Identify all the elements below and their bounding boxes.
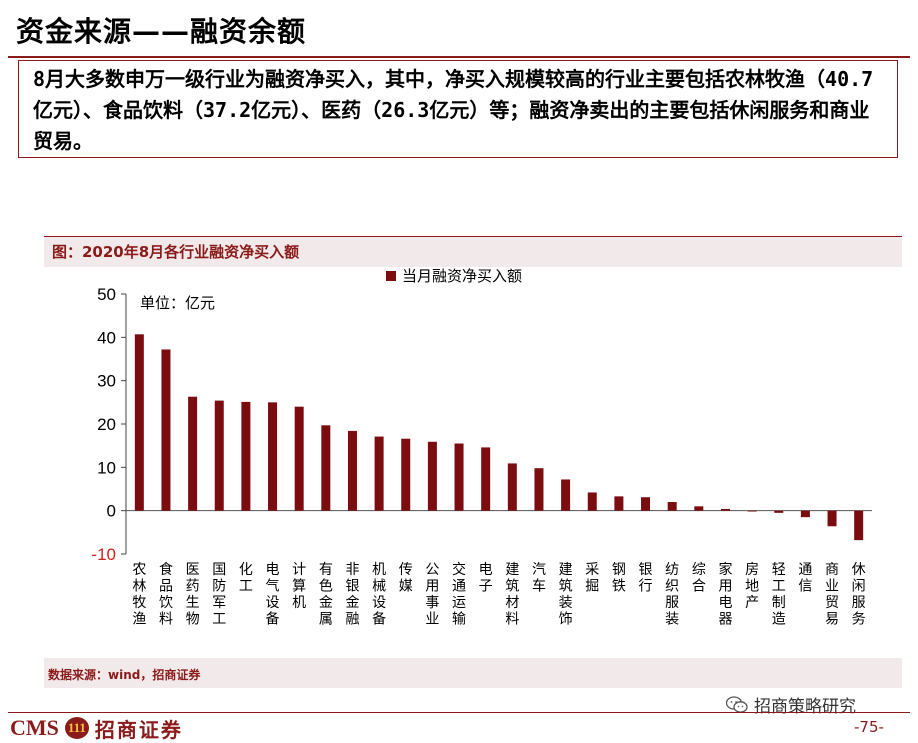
y-tick-label: -10 — [91, 545, 116, 564]
x-tick-label: 机械设备 — [372, 562, 386, 628]
x-tick-label: 非银金融 — [345, 562, 359, 628]
footer-divider — [8, 712, 910, 713]
chart-header: 图：2020年8月各行业融资净买入额 — [44, 236, 902, 267]
bar-国防军工 — [214, 400, 224, 511]
bar-交通运输 — [454, 443, 464, 511]
wechat-icon — [726, 695, 748, 713]
bar-通信 — [800, 510, 810, 518]
bar-房地产 — [747, 510, 757, 512]
bar-电子 — [481, 447, 491, 511]
bar-chart: 50 40 30 20 10 0 -10 单位：亿元 当月融资净买入额农林牧渔食品饮料医药生物国… — [91, 267, 872, 628]
data-source: 数据来源：wind，招商证券 — [48, 668, 201, 682]
y-tick-label: 20 — [97, 415, 116, 434]
logo-cms-text: CMS — [10, 715, 59, 740]
x-tick-label: 医药生物 — [186, 562, 200, 628]
x-tick-label: 公用事业 — [425, 562, 439, 628]
page-number: -75- — [854, 718, 884, 736]
x-tick-label: 计算机 — [292, 562, 306, 611]
x-tick-label: 建筑装饰 — [559, 562, 573, 628]
logo-company-name: 招商证券 — [94, 717, 183, 742]
wechat-account-name: 招商策略研究 — [754, 697, 856, 717]
logo-badge-icon: 111 — [64, 717, 89, 739]
x-tick-label: 休闲服务 — [852, 562, 866, 628]
x-tick-label: 有色金属 — [319, 562, 333, 628]
bar-综合 — [694, 506, 704, 511]
page-title: 资金来源——融资余额 — [16, 15, 307, 48]
x-tick-label: 电子 — [479, 562, 493, 595]
bar-计算机 — [294, 406, 304, 511]
bar-公用事业 — [427, 441, 437, 511]
x-tick-label: 房地产 — [745, 562, 759, 611]
x-tick-label: 化工 — [239, 562, 253, 595]
y-tick-label: 40 — [97, 328, 116, 347]
bar-建筑材料 — [507, 463, 517, 511]
x-tick-label: 传媒 — [399, 562, 413, 595]
bar-传媒 — [401, 438, 411, 511]
bar-钢铁 — [614, 496, 624, 511]
bar-家用电器 — [720, 508, 730, 511]
bar-食品饮料 — [161, 349, 171, 511]
x-tick-label: 纺织服装 — [665, 562, 679, 628]
unit-label: 单位：亿元 — [140, 294, 215, 312]
legend-label: 当月融资净买入额 — [402, 267, 522, 285]
x-tick-label: 交通运输 — [452, 561, 466, 628]
x-tick-label: 钢铁 — [612, 562, 626, 595]
x-tick-label: 国防军工 — [212, 562, 226, 628]
y-tick-label: 0 — [107, 502, 116, 521]
bar-电气设备 — [268, 402, 278, 511]
title-divider — [8, 56, 910, 58]
bar-非银金融 — [347, 430, 357, 511]
chart-caption: 图：2020年8月各行业融资净买入额 — [52, 243, 300, 261]
x-tick-label: 汽车 — [532, 562, 546, 595]
bar-化工 — [241, 401, 251, 511]
summary-text: 8月大多数申万一级行业为融资净买入，其中，净买入规模较高的行业主要包括农林牧渔（… — [18, 60, 898, 158]
bar-休闲服务 — [854, 510, 864, 541]
x-tick-label: 通信 — [798, 562, 812, 595]
x-tick-label: 银行 — [639, 562, 653, 595]
x-tick-label: 农林牧渔 — [132, 562, 146, 628]
x-tick-label: 家用电器 — [718, 561, 732, 628]
company-logo: CMS 111 招商证券 — [10, 715, 183, 742]
bar-机械设备 — [374, 436, 384, 511]
bar-银行 — [641, 497, 651, 511]
bar-纺织服装 — [667, 502, 677, 511]
x-tick-label: 轻工制造 — [772, 562, 786, 628]
x-tick-label: 建筑材料 — [505, 562, 519, 628]
bar-轻工制造 — [774, 510, 784, 513]
bar-农林牧渔 — [134, 334, 144, 511]
bar-有色金属 — [321, 425, 331, 511]
bar-建筑装饰 — [561, 479, 571, 511]
x-tick-label: 食品饮料 — [159, 561, 173, 628]
x-tick-label: 采掘 — [585, 562, 599, 595]
bar-商业贸易 — [827, 510, 837, 527]
bar-采掘 — [587, 492, 597, 511]
bar-医药生物 — [188, 396, 198, 511]
chart-footer: 数据来源：wind，招商证券 — [44, 658, 902, 688]
y-tick-label: 30 — [97, 372, 116, 391]
wechat-badge: 招商策略研究 — [726, 692, 856, 717]
x-tick-label: 电气设备 — [266, 562, 280, 628]
x-tick-label: 综合 — [692, 562, 706, 595]
legend-swatch — [386, 271, 396, 281]
y-tick-label: 10 — [97, 458, 116, 477]
y-tick-label: 50 — [97, 285, 116, 304]
bar-汽车 — [534, 468, 544, 511]
x-tick-label: 商业贸易 — [825, 562, 839, 628]
